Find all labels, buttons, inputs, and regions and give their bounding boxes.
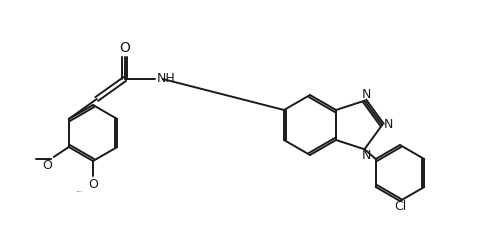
Text: NH: NH <box>157 71 175 85</box>
Text: O: O <box>120 41 130 55</box>
Text: O: O <box>88 178 98 191</box>
Text: Cl: Cl <box>394 200 406 212</box>
Text: N: N <box>362 149 371 162</box>
Text: N: N <box>362 88 371 101</box>
Text: methoxy: methoxy <box>77 191 83 192</box>
Text: O: O <box>42 159 52 172</box>
Text: N: N <box>384 119 393 131</box>
